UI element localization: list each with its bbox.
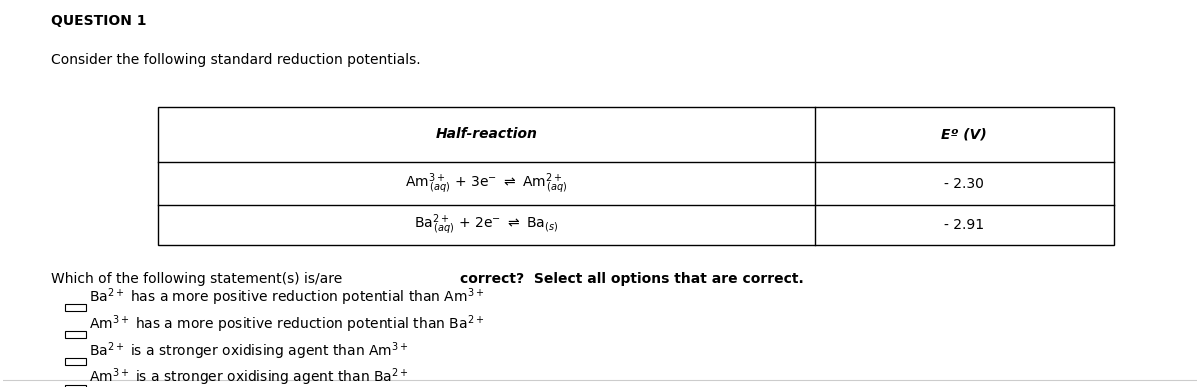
Text: Am$^{3+}$ has a more positive reduction potential than Ba$^{2+}$: Am$^{3+}$ has a more positive reduction … bbox=[89, 313, 484, 335]
Text: QUESTION 1: QUESTION 1 bbox=[50, 14, 146, 28]
Text: Consider the following standard reduction potentials.: Consider the following standard reductio… bbox=[50, 53, 420, 67]
Text: Half-reaction: Half-reaction bbox=[436, 127, 538, 142]
Text: - 2.30: - 2.30 bbox=[944, 176, 984, 190]
Text: Ba$^{2+}$ has a more positive reduction potential than Am$^{3+}$: Ba$^{2+}$ has a more positive reduction … bbox=[89, 286, 484, 308]
Text: - 2.91: - 2.91 bbox=[944, 218, 984, 232]
Bar bbox=[158, 107, 1114, 245]
Bar bbox=[65, 304, 86, 311]
Text: Am$^{3+}_{\,(aq)}$ + 3e$^{-}$ $\rightleftharpoons$ Am$^{2+}_{\,(aq)}$: Am$^{3+}_{\,(aq)}$ + 3e$^{-}$ $\rightlef… bbox=[406, 171, 568, 196]
Text: correct?  Select all options that are correct.: correct? Select all options that are cor… bbox=[461, 272, 804, 286]
Bar bbox=[65, 331, 86, 338]
Text: Eº (V): Eº (V) bbox=[942, 127, 988, 142]
Text: Ba$^{2+}_{\,(aq)}$ + 2e$^{-}$ $\rightleftharpoons$ Ba$_{(s)}$: Ba$^{2+}_{\,(aq)}$ + 2e$^{-}$ $\rightlef… bbox=[414, 213, 558, 237]
Text: Which of the following statement(s) is/are: Which of the following statement(s) is/a… bbox=[50, 272, 346, 286]
Bar bbox=[65, 385, 86, 391]
Bar bbox=[65, 358, 86, 365]
Text: Ba$^{2+}$ is a stronger oxidising agent than Am$^{3+}$: Ba$^{2+}$ is a stronger oxidising agent … bbox=[89, 340, 408, 362]
Text: Am$^{3+}$ is a stronger oxidising agent than Ba$^{2+}$: Am$^{3+}$ is a stronger oxidising agent … bbox=[89, 367, 408, 389]
